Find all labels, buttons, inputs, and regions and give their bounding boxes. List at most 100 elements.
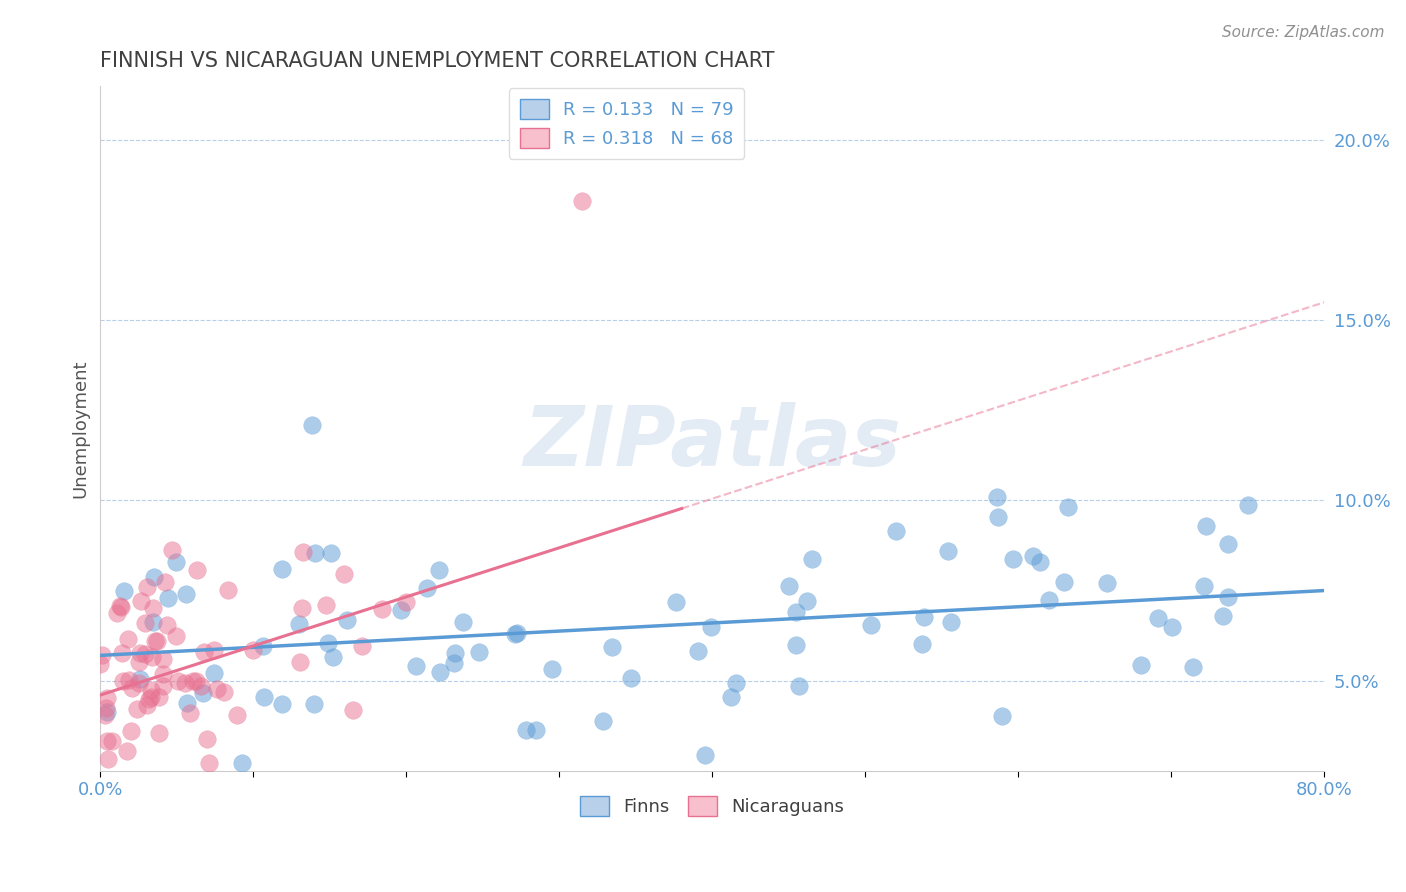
Point (301, 418, 323, 433)
Point (193, 686, 215, 700)
Point (152, 652, 174, 666)
Point (541, 662, 564, 676)
Point (91, 648, 114, 662)
Point (105, 606, 128, 620)
Point (515, 723, 537, 737)
Point (1038, 593, 1060, 607)
Point (416, 582, 439, 596)
Point (148, 726, 170, 740)
Point (1129, 657, 1152, 672)
Point (115, 744, 138, 758)
Point (128, 655, 150, 669)
Point (291, 600, 314, 615)
Point (936, 543, 959, 558)
Point (800, 552, 823, 566)
Point (1053, 575, 1076, 590)
Point (592, 714, 614, 728)
Point (316, 636, 339, 650)
Point (270, 697, 292, 711)
Point (503, 627, 526, 641)
Point (620, 672, 643, 686)
Point (884, 524, 907, 538)
Point (912, 609, 935, 624)
Point (443, 656, 465, 670)
Point (987, 509, 1010, 524)
Y-axis label: Unemployment: Unemployment (72, 359, 89, 498)
Point (118, 673, 141, 687)
Point (89, 657, 111, 672)
Point (143, 634, 166, 648)
Point (142, 615, 165, 629)
Point (321, 546, 343, 560)
Point (253, 690, 276, 704)
Point (252, 639, 274, 653)
Point (1192, 578, 1215, 592)
Point (524, 723, 547, 738)
Point (342, 703, 364, 717)
Point (443, 646, 465, 660)
Point (1097, 575, 1119, 590)
Point (352, 639, 374, 653)
Point (304, 546, 326, 560)
Point (1216, 537, 1239, 551)
Point (96, 691, 118, 706)
Point (96, 734, 118, 748)
Point (333, 567, 356, 582)
Point (142, 601, 165, 615)
Point (231, 756, 253, 771)
Point (321, 649, 343, 664)
Point (395, 595, 418, 609)
Point (97, 752, 120, 766)
Point (128, 676, 150, 690)
Point (688, 644, 710, 658)
Point (202, 666, 225, 681)
Point (785, 638, 807, 652)
Point (217, 582, 239, 597)
Point (1146, 611, 1168, 625)
Point (911, 637, 934, 651)
Point (136, 698, 159, 712)
Text: Source: ZipAtlas.com: Source: ZipAtlas.com (1222, 25, 1385, 40)
Point (1029, 555, 1052, 569)
Point (184, 673, 207, 688)
Point (699, 620, 721, 634)
Point (990, 709, 1012, 723)
Point (571, 194, 593, 209)
Point (724, 676, 747, 690)
Point (1216, 590, 1239, 604)
Point (135, 580, 157, 594)
Point (291, 545, 314, 559)
Point (226, 707, 249, 722)
Point (1195, 518, 1218, 533)
Point (665, 595, 688, 609)
Point (152, 679, 174, 693)
Point (139, 683, 162, 698)
Point (156, 618, 179, 632)
Point (143, 570, 166, 584)
Point (1022, 549, 1045, 563)
Point (859, 618, 882, 632)
Point (405, 659, 427, 673)
Point (128, 646, 150, 660)
Point (242, 643, 264, 657)
Point (1237, 498, 1260, 512)
Point (166, 673, 188, 688)
Point (134, 616, 156, 631)
Point (371, 601, 394, 615)
Point (1057, 500, 1080, 515)
Legend: Finns, Nicaraguans: Finns, Nicaraguans (574, 789, 852, 823)
Point (1212, 609, 1234, 624)
Point (101, 734, 124, 748)
Point (138, 692, 160, 706)
Point (165, 556, 187, 570)
Point (110, 600, 132, 615)
Point (1161, 620, 1184, 634)
Point (125, 702, 148, 716)
Point (152, 666, 174, 681)
Point (186, 563, 208, 577)
Point (183, 674, 205, 689)
Point (451, 615, 474, 630)
Point (205, 682, 228, 697)
Point (785, 605, 807, 619)
Point (174, 676, 197, 690)
